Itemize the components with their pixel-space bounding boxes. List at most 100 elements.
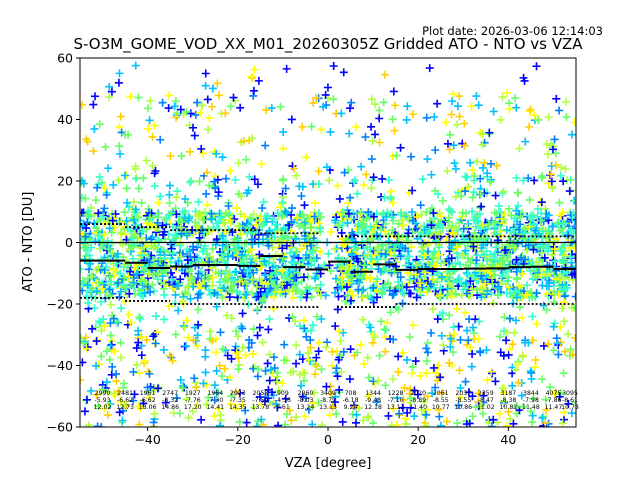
data-point <box>499 253 508 262</box>
data-point <box>295 350 304 359</box>
data-point <box>216 410 225 419</box>
data-point <box>317 421 326 427</box>
data-point <box>547 162 556 171</box>
data-point <box>457 191 466 200</box>
data-point <box>477 221 486 230</box>
data-point <box>476 174 485 183</box>
data-point <box>489 107 498 116</box>
data-point <box>106 300 115 309</box>
data-point <box>570 118 576 127</box>
data-point <box>394 305 403 314</box>
data-point <box>258 338 267 347</box>
data-point <box>171 290 180 299</box>
data-point <box>352 254 361 263</box>
data-point <box>241 351 250 360</box>
data-point <box>173 109 182 118</box>
data-point <box>124 272 133 281</box>
data-point <box>97 352 106 361</box>
data-point <box>124 310 133 319</box>
data-point <box>454 401 463 410</box>
data-point <box>525 222 534 231</box>
data-point <box>249 268 258 277</box>
data-point <box>132 361 141 370</box>
data-point <box>369 419 378 427</box>
data-point <box>249 325 258 334</box>
data-point <box>212 235 221 244</box>
data-point <box>328 361 337 370</box>
data-point <box>224 271 233 280</box>
data-point <box>384 175 393 184</box>
data-point <box>386 308 395 317</box>
data-point <box>324 249 333 258</box>
data-point <box>386 248 395 257</box>
data-point <box>221 227 230 236</box>
data-point <box>136 277 145 286</box>
data-point <box>156 255 165 264</box>
data-point <box>493 418 502 427</box>
data-point <box>104 387 113 396</box>
plot-date: Plot date: 2026-03-06 12:14:03 <box>422 24 603 38</box>
x-tick-label: −40 <box>134 432 160 447</box>
data-point <box>205 181 214 190</box>
bin-stat-median: -7.59 <box>252 397 268 404</box>
data-point <box>191 110 200 119</box>
data-point <box>417 210 426 219</box>
data-point <box>429 363 438 372</box>
data-point <box>554 350 563 359</box>
data-point <box>489 253 498 262</box>
bin-stat-sigma: 10.77 <box>432 404 450 411</box>
bin-stat-count: 2060 <box>298 390 314 397</box>
data-point <box>145 393 154 402</box>
data-point <box>194 290 203 299</box>
data-point <box>257 160 266 169</box>
data-point <box>272 400 281 409</box>
data-point <box>177 217 186 226</box>
data-point <box>532 319 541 328</box>
data-point <box>201 81 210 90</box>
bin-stat-count: 2481 <box>117 390 133 397</box>
data-point <box>84 274 93 283</box>
data-point <box>100 321 109 330</box>
data-point <box>197 101 206 110</box>
data-point <box>96 297 105 306</box>
data-point <box>186 273 195 282</box>
data-point <box>455 92 464 101</box>
data-point <box>346 193 355 202</box>
bin-stat-count: 2061 <box>433 390 449 397</box>
bin-stat-median: -8.55 <box>433 397 449 404</box>
data-point <box>132 221 141 230</box>
data-point <box>512 103 521 112</box>
data-point <box>422 207 431 216</box>
data-point <box>479 409 488 418</box>
data-point <box>346 345 355 354</box>
data-point <box>146 96 155 105</box>
data-point <box>84 421 93 427</box>
data-point <box>177 229 186 238</box>
data-point <box>517 391 526 400</box>
data-point <box>326 128 335 137</box>
data-point <box>443 166 452 175</box>
data-point <box>553 219 562 228</box>
data-point <box>286 248 295 257</box>
bin-stat-count: 3187 <box>500 390 516 397</box>
data-point <box>129 242 138 251</box>
data-point <box>542 267 551 276</box>
data-point <box>232 267 241 276</box>
data-point <box>328 347 337 356</box>
data-point <box>444 217 453 226</box>
data-point <box>508 369 517 378</box>
data-point <box>343 218 352 227</box>
data-point <box>451 164 460 173</box>
data-point <box>379 98 388 107</box>
data-point <box>459 285 468 294</box>
data-point <box>174 306 183 315</box>
data-point <box>427 221 436 230</box>
data-point <box>106 272 115 281</box>
data-point <box>428 276 437 285</box>
data-point <box>366 254 375 263</box>
data-point <box>405 389 414 398</box>
data-point <box>227 314 236 323</box>
data-point <box>82 224 91 233</box>
data-point <box>446 206 455 215</box>
data-point <box>373 247 382 256</box>
